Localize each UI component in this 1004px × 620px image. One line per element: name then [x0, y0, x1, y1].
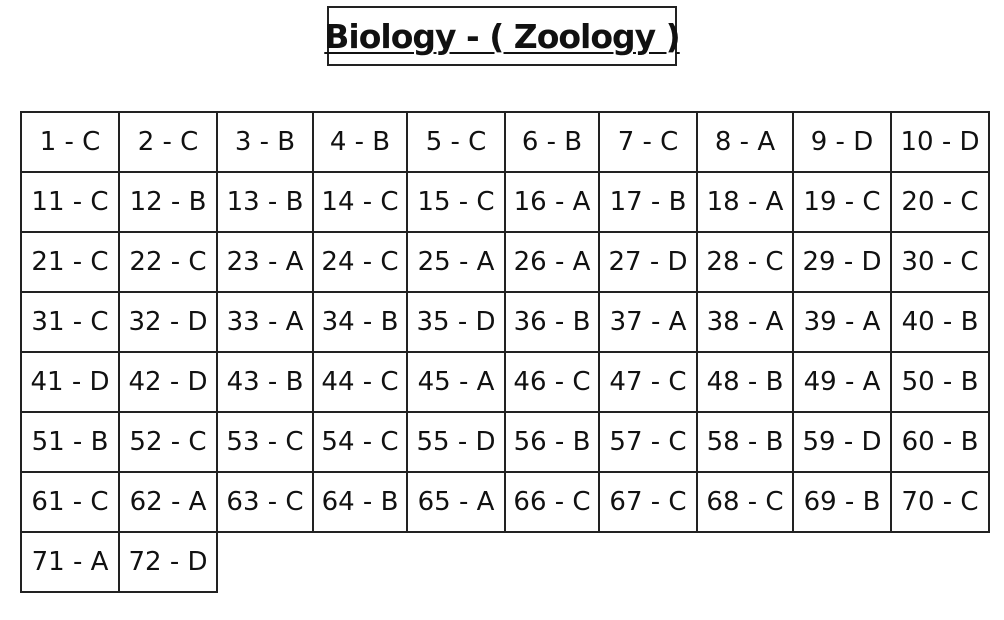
answer-cell: 34 - B [312, 291, 408, 353]
answer-cell: 57 - C [598, 411, 698, 473]
answer-cell: 18 - A [696, 171, 794, 233]
answer-cell: 3 - B [216, 111, 314, 173]
table-row: 51 - B 52 - C 53 - C 54 - C 55 - D 56 - B 57 -… [20, 411, 990, 473]
answer-cell: 21 - C [20, 231, 120, 293]
answer-cell: 36 - B [504, 291, 600, 353]
answer-cell: 49 - A [792, 351, 892, 413]
title-box: Biology - ( Zoology ) [324, 6, 681, 66]
answer-cell: 61 - C [20, 471, 120, 533]
empty-cell [313, 532, 407, 592]
answer-cell: 1 - C [20, 111, 120, 173]
answer-cell: 53 - C [216, 411, 314, 473]
empty-cell [891, 532, 989, 592]
answer-cell: 22 - C [118, 231, 218, 293]
answer-cell: 14 - C [312, 171, 408, 233]
answer-cell: 10 - D [890, 111, 990, 173]
answer-cell: 59 - D [792, 411, 892, 473]
answer-cell: 19 - C [792, 171, 892, 233]
answer-cell: 20 - C [890, 171, 990, 233]
answer-cell: 51 - B [20, 411, 120, 473]
answer-cell: 5 - C [406, 111, 506, 173]
answer-cell: 60 - B [890, 411, 990, 473]
empty-cell [407, 532, 505, 592]
table-row: 11 - C 12 - B 13 - B 14 - C 15 - C 16 - A 17 -… [20, 171, 990, 233]
answer-cell: 47 - C [598, 351, 698, 413]
answer-cell: 40 - B [890, 291, 990, 353]
empty-cell [505, 532, 599, 592]
answer-cell: 13 - B [216, 171, 314, 233]
answer-cell: 26 - A [504, 231, 600, 293]
table-row: 31 - C 32 - D 33 - A 34 - B 35 - D 36 - B 37 -… [20, 291, 990, 353]
answer-cell: 17 - B [598, 171, 698, 233]
empty-cell [217, 532, 313, 592]
answer-cell: 63 - C [216, 471, 314, 533]
answer-cell: 28 - C [696, 231, 794, 293]
answer-cell: 11 - C [20, 171, 120, 233]
answer-cell: 65 - A [406, 471, 506, 533]
answer-cell: 32 - D [118, 291, 218, 353]
answer-cell: 38 - A [696, 291, 794, 353]
answer-cell: 24 - C [312, 231, 408, 293]
answer-cell: 48 - B [696, 351, 794, 413]
answer-cell: 16 - A [504, 171, 600, 233]
answer-cell: 31 - C [20, 291, 120, 353]
table-row: 71 - A 72 - D [20, 531, 989, 593]
answer-cell: 7 - C [598, 111, 698, 173]
answer-cell: 2 - C [118, 111, 218, 173]
answer-cell: 33 - A [216, 291, 314, 353]
answer-cell: 6 - B [504, 111, 600, 173]
answer-cell: 64 - B [312, 471, 408, 533]
table-row: 41 - D 42 - D 43 - B 44 - C 45 - A 46 - C 47 -… [20, 351, 990, 413]
answer-cell: 55 - D [406, 411, 506, 473]
answer-cell: 69 - B [792, 471, 892, 533]
answer-cell: 44 - C [312, 351, 408, 413]
answer-cell: 4 - B [312, 111, 408, 173]
answer-cell: 30 - C [890, 231, 990, 293]
answer-cell: 27 - D [598, 231, 698, 293]
answer-cell: 62 - A [118, 471, 218, 533]
answer-cell: 52 - C [118, 411, 218, 473]
page-title: Biology - ( Zoology ) [324, 16, 680, 56]
answer-cell: 25 - A [406, 231, 506, 293]
answer-cell: 56 - B [504, 411, 600, 473]
answer-cell: 45 - A [406, 351, 506, 413]
answer-cell: 39 - A [792, 291, 892, 353]
answer-cell: 15 - C [406, 171, 506, 233]
answer-cell: 23 - A [216, 231, 314, 293]
answer-cell: 37 - A [598, 291, 698, 353]
answer-cell: 9 - D [792, 111, 892, 173]
answer-cell: 42 - D [118, 351, 218, 413]
answer-cell: 67 - C [598, 471, 698, 533]
answer-cell: 41 - D [20, 351, 120, 413]
answer-cell: 8 - A [696, 111, 794, 173]
answer-cell: 12 - B [118, 171, 218, 233]
table-row: 21 - C 22 - C 23 - A 24 - C 25 - A 26 - A 27 -… [20, 231, 990, 293]
answer-cell: 70 - C [890, 471, 990, 533]
table-row: 61 - C 62 - A 63 - C 64 - B 65 - A 66 - C 67 -… [20, 471, 990, 533]
answer-cell: 43 - B [216, 351, 314, 413]
answer-cell: 35 - D [406, 291, 506, 353]
answer-cell: 68 - C [696, 471, 794, 533]
empty-cell [697, 532, 793, 592]
empty-cell [599, 532, 697, 592]
answer-cell: 54 - C [312, 411, 408, 473]
answer-cell: 29 - D [792, 231, 892, 293]
empty-cell [793, 532, 891, 592]
answer-cell: 72 - D [118, 531, 218, 593]
answer-cell: 50 - B [890, 351, 990, 413]
answer-cell: 58 - B [696, 411, 794, 473]
answer-cell: 46 - C [504, 351, 600, 413]
answer-cell: 71 - A [20, 531, 120, 593]
answer-cell: 66 - C [504, 471, 600, 533]
